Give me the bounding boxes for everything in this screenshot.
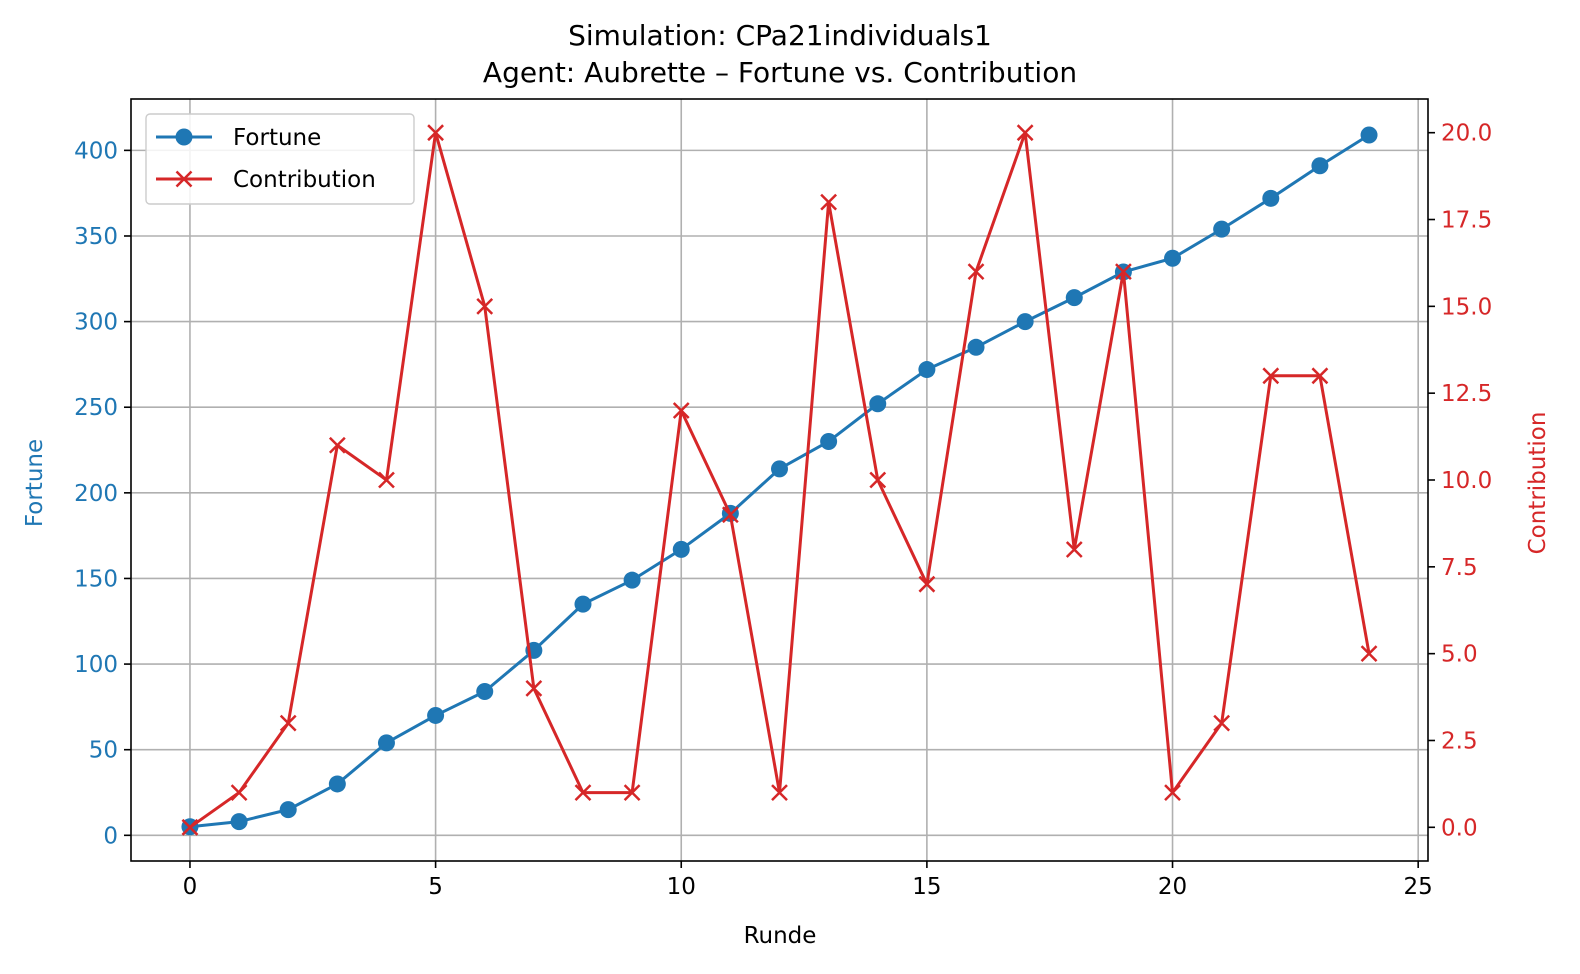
left-y-tick-label: 250 <box>74 395 118 421</box>
contribution-point <box>623 784 641 801</box>
fortune-point <box>1262 189 1280 207</box>
right-y-tick-label: 7.5 <box>1441 555 1478 581</box>
fortune-point <box>328 775 346 793</box>
x-tick-label: 20 <box>1158 874 1187 900</box>
contribution-point <box>181 818 199 836</box>
contribution-point <box>525 680 543 697</box>
fortune-point <box>869 395 887 413</box>
right-y-tick-label: 20.0 <box>1441 121 1492 147</box>
contribution-point <box>1213 714 1231 732</box>
fortune-point <box>1360 126 1378 144</box>
legend-contribution-label: Contribution <box>233 167 376 193</box>
contribution-point <box>279 714 297 732</box>
fortune-point <box>1213 220 1231 238</box>
axis-ticks: 0 5 10 15 20 250501001502002503003504000.02.5… <box>74 121 1492 900</box>
fortune-point <box>820 432 838 450</box>
legend-contribution-marker <box>175 170 193 188</box>
left-y-tick-label: 100 <box>74 652 118 678</box>
contribution-point <box>672 402 690 419</box>
contribution-point <box>1065 541 1083 558</box>
x-tick-label: 10 <box>667 874 696 900</box>
contribution-series-line <box>189 131 1371 829</box>
chart-title-line2: Agent: Aubrette – Fortune vs. Contributi… <box>483 56 1077 89</box>
contribution-point <box>574 784 592 801</box>
fortune-point <box>1016 313 1034 331</box>
contribution-point <box>771 784 788 801</box>
contribution-point <box>967 263 985 280</box>
fortune-point <box>1164 249 1182 267</box>
contribution-point <box>328 436 346 454</box>
fortune-point <box>230 813 248 831</box>
contribution-point <box>1360 645 1378 663</box>
contribution-point <box>721 506 739 524</box>
contribution-point <box>869 471 887 489</box>
fortune-point <box>771 460 788 478</box>
contribution-point <box>1164 784 1181 801</box>
legend-box <box>145 113 415 205</box>
right-y-axis-label: Contribution <box>1525 412 1551 555</box>
fortune-point <box>377 734 395 752</box>
left-y-axis-label: Fortune <box>22 439 48 527</box>
left-y-tick-label: 50 <box>89 738 118 764</box>
plot-frame <box>130 98 1429 862</box>
series-layer <box>181 124 1378 836</box>
left-y-tick-label: 150 <box>74 566 118 592</box>
fortune-point <box>623 571 641 589</box>
x-tick-label: 25 <box>1404 874 1433 900</box>
fortune-series-line <box>189 133 1370 829</box>
fortune-point <box>1311 157 1329 175</box>
legend: Fortune Contribution <box>145 113 415 205</box>
grid-lines <box>131 99 1428 861</box>
legend-fortune-marker <box>175 128 193 146</box>
fortune-point <box>427 706 445 724</box>
right-y-tick-label: 15.0 <box>1441 294 1492 320</box>
legend-fortune-label: Fortune <box>233 125 321 151</box>
right-y-tick-label: 5.0 <box>1441 642 1478 668</box>
x-tick-label: 5 <box>428 874 443 900</box>
contribution-point <box>378 471 395 489</box>
contribution-point <box>230 784 248 801</box>
contribution-point <box>1311 367 1329 385</box>
x-tick-label: 15 <box>912 874 941 900</box>
chart-title-line1: Simulation: CPa21individuals1 <box>568 19 992 52</box>
left-y-tick-label: 350 <box>74 224 118 250</box>
contribution-point <box>820 193 838 211</box>
x-tick-label: 0 <box>183 874 198 900</box>
contribution-point <box>1262 367 1280 385</box>
fortune-point <box>574 595 592 613</box>
fortune-point <box>918 361 936 379</box>
left-y-tick-label: 0 <box>103 823 118 849</box>
right-y-tick-label: 12.5 <box>1441 381 1492 407</box>
right-y-tick-label: 17.5 <box>1441 208 1492 234</box>
contribution-point <box>427 124 444 142</box>
right-y-tick-label: 10.0 <box>1441 468 1492 494</box>
left-y-tick-label: 300 <box>74 310 118 336</box>
fortune-point <box>672 540 690 558</box>
contribution-point <box>1016 124 1034 142</box>
right-y-tick-label: 2.5 <box>1441 728 1478 754</box>
fortune-point <box>279 801 297 819</box>
fortune-point <box>1065 289 1083 307</box>
fortune-point <box>476 682 494 700</box>
contribution-point <box>918 575 936 593</box>
right-y-tick-label: 0.0 <box>1441 815 1478 841</box>
contribution-point <box>476 297 494 315</box>
contribution-point <box>1115 263 1132 280</box>
left-y-tick-label: 200 <box>74 481 118 507</box>
left-y-tick-label: 400 <box>74 138 118 164</box>
fortune-point <box>967 338 985 356</box>
x-axis-label: Runde <box>744 923 817 949</box>
